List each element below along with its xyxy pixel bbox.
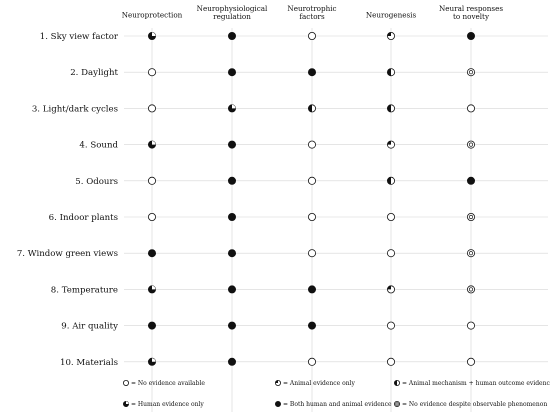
evidence-symbol-mechanism (386, 104, 395, 113)
row-label: 8. Temperature (51, 285, 118, 295)
evidence-symbol-animal (386, 140, 395, 149)
evidence-symbol-both (147, 321, 156, 330)
evidence-symbol-mechanism (386, 176, 395, 185)
evidence-symbol-both (227, 321, 236, 330)
evidence-symbol-animal (386, 32, 395, 41)
evidence-symbol-human (227, 104, 236, 113)
legend-symbol-none (123, 379, 130, 386)
evidence-symbol-human (147, 285, 156, 294)
evidence-symbol-mechanism (307, 104, 316, 113)
evidence-symbol-both (466, 176, 475, 185)
evidence-symbol-none (307, 212, 316, 221)
evidence-symbol-both (227, 68, 236, 77)
legend-label: = Both human and animal evidence (283, 401, 392, 408)
column-headers: Neuroprotection Neurophysiological regulat… (122, 4, 504, 21)
evidence-symbol-no-evidence (466, 68, 475, 77)
legend-item: = Both human and animal evidence (274, 400, 392, 408)
column-header: Neural responses to novelty (439, 4, 503, 21)
evidence-symbol-both (466, 32, 475, 41)
evidence-symbol-no-evidence (466, 140, 475, 149)
evidence-symbol-both (307, 285, 316, 294)
evidence-symbol-both (227, 212, 236, 221)
legend-item: = Animal mechanism + human outcome evide… (393, 379, 550, 387)
legend-item: = Human evidence only (123, 400, 204, 408)
evidence-symbol-both (227, 176, 236, 185)
row-label: 2. Daylight (70, 68, 118, 78)
legend-symbol-no-evidence (393, 400, 400, 407)
evidence-symbol-both (227, 140, 236, 149)
evidence-symbol-none (147, 68, 156, 77)
legend-item: = Animal evidence only (274, 379, 355, 387)
legend-label: = Human evidence only (131, 401, 204, 408)
column-header: Neuroprotection (122, 11, 183, 20)
evidence-symbol-none (147, 104, 156, 113)
evidence-symbol-human (147, 140, 156, 149)
legend-symbol-animal (274, 379, 281, 386)
column-header: Neurogenesis (366, 11, 417, 20)
evidence-symbol-none (386, 212, 395, 221)
legend-symbol-both (274, 400, 281, 407)
legend-label: = No evidence despite observable phenome… (402, 401, 547, 408)
evidence-symbols (147, 32, 475, 366)
row-label: 4. Sound (79, 141, 118, 151)
evidence-symbol-no-evidence (466, 212, 475, 221)
legend-item: = No evidence available (123, 379, 205, 387)
evidence-symbol-human (147, 357, 156, 366)
evidence-symbol-both (227, 249, 236, 258)
evidence-symbol-none (466, 357, 475, 366)
evidence-symbol-none (147, 176, 156, 185)
evidence-symbol-both (227, 285, 236, 294)
row-label: 9. Air quality (61, 322, 118, 332)
evidence-symbol-both (307, 68, 316, 77)
evidence-symbol-no-evidence (466, 285, 475, 294)
legend-symbol-mechanism (393, 379, 400, 386)
evidence-symbol-none (466, 104, 475, 113)
evidence-symbol-none (466, 321, 475, 330)
legend-item: = No evidence despite observable phenome… (393, 400, 547, 408)
evidence-symbol-human (147, 32, 156, 41)
evidence-symbol-no-evidence (466, 249, 475, 258)
column-header: Neurotrophic factors (287, 4, 336, 21)
evidence-symbol-none (147, 212, 156, 221)
row-label: 5. Odours (75, 177, 118, 187)
evidence-symbol-both (227, 357, 236, 366)
evidence-symbol-none (386, 321, 395, 330)
evidence-symbol-both (227, 32, 236, 41)
evidence-symbol-mechanism (386, 68, 395, 77)
evidence-symbol-none (386, 249, 395, 258)
evidence-symbol-none (307, 249, 316, 258)
legend-symbol-human (123, 400, 130, 407)
evidence-symbol-both (307, 321, 316, 330)
row-label: 3. Light/dark cycles (32, 104, 118, 114)
legend-label: = Animal mechanism + human outcome evide… (402, 380, 550, 387)
row-label: 10. Materials (60, 358, 118, 368)
row-labels: 1. Sky view factor 2. Daylight 3. Light/da… (17, 32, 119, 368)
evidence-symbol-none (307, 32, 316, 41)
evidence-symbol-none (307, 176, 316, 185)
row-label: 6. Indoor plants (49, 213, 118, 223)
evidence-symbol-none (386, 357, 395, 366)
column-header: Neurophysiological regulation (197, 4, 268, 21)
evidence-symbol-both (147, 249, 156, 258)
row-label: 7. Window green views (17, 249, 118, 259)
gridlines (124, 28, 548, 412)
evidence-symbol-none (307, 140, 316, 149)
evidence-symbol-animal (386, 285, 395, 294)
row-label: 1. Sky view factor (40, 32, 119, 42)
legend: = No evidence available = Animal evidence… (123, 379, 550, 408)
evidence-symbol-none (307, 357, 316, 366)
legend-label: = No evidence available (131, 380, 205, 387)
legend-label: = Animal evidence only (283, 380, 355, 387)
